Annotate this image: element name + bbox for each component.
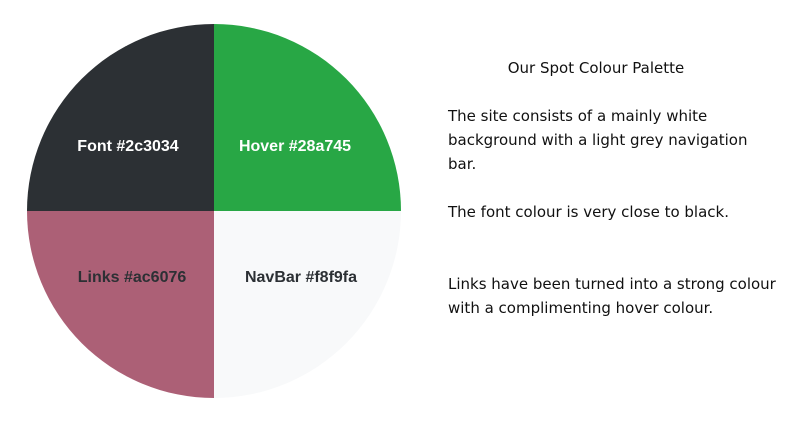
swatch-label-links: Links #ac6076 xyxy=(77,269,187,286)
swatch-links xyxy=(27,211,214,398)
swatch-hover xyxy=(214,24,401,211)
description-paragraph-background: The site consists of a mainly white back… xyxy=(448,107,748,173)
palette-title: Our Spot Colour Palette xyxy=(507,59,685,77)
description-paragraph-font: The font colour is very close to black. xyxy=(448,203,729,221)
description-paragraph-links: Links have been turned into a strong col… xyxy=(448,275,776,317)
swatch-label-navbar: NavBar #f8f9fa xyxy=(244,269,358,286)
palette-wheel-graphic xyxy=(27,24,401,398)
swatch-label-hover: Hover #28a745 xyxy=(238,138,352,155)
swatch-font xyxy=(27,24,214,211)
swatch-navbar xyxy=(214,211,401,398)
swatch-label-font: Font #2c3034 xyxy=(77,138,179,155)
colour-palette-wheel: Font #2c3034 Hover #28a745 Links #ac6076… xyxy=(27,24,401,398)
